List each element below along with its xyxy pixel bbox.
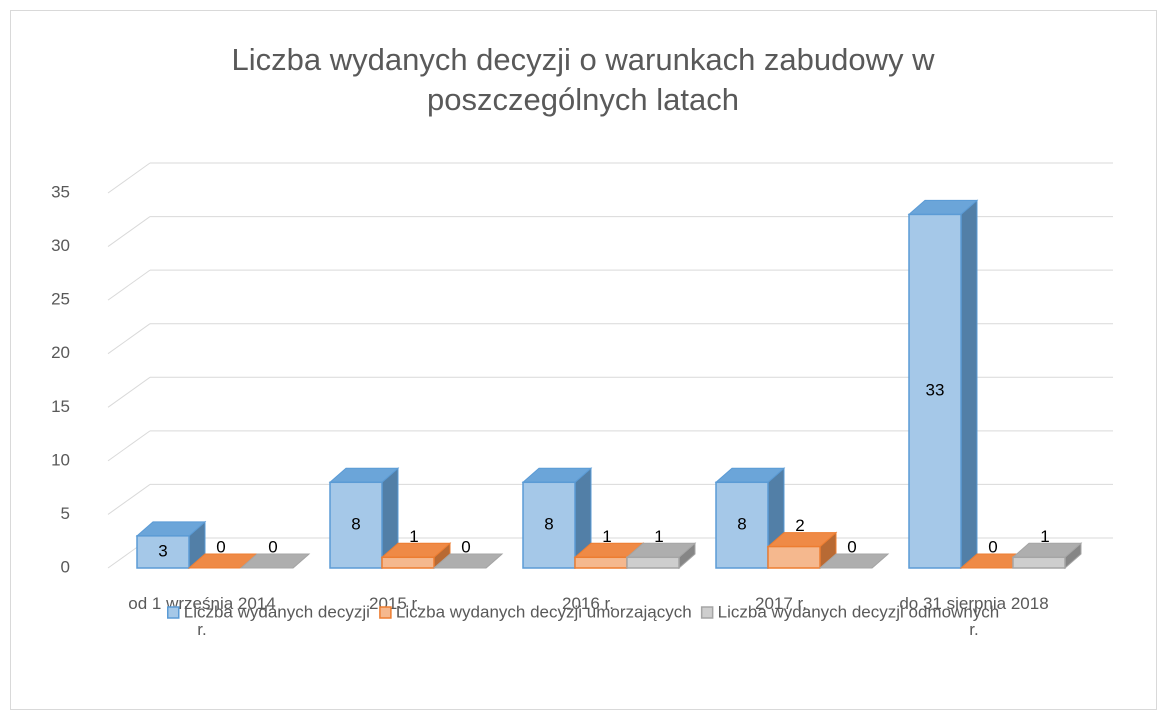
bar <box>521 467 593 570</box>
bar <box>907 199 979 570</box>
grid-line <box>107 323 151 355</box>
value-label: 1 <box>602 527 611 546</box>
bar <box>380 542 452 570</box>
value-label: 33 <box>926 381 945 400</box>
bar <box>432 553 504 569</box>
value-label: 8 <box>351 515 360 534</box>
value-label: 0 <box>988 537 997 556</box>
value-label: 1 <box>1040 527 1049 546</box>
y-tick-label: 20 <box>51 343 70 362</box>
bar-front <box>626 556 680 569</box>
bar-front <box>522 481 576 569</box>
bar-side <box>960 199 978 570</box>
bar <box>818 553 890 569</box>
bar-front <box>329 481 383 569</box>
y-tick-label: 35 <box>51 182 70 201</box>
x-tick-label: 2016 r. <box>562 594 614 613</box>
bar-front <box>381 556 435 569</box>
legend-label: Liczba wydanych decyzji umorzających <box>396 602 692 621</box>
legend-label: Liczba wydanych decyzji <box>184 602 370 621</box>
legend: Liczba wydanych decyzji Liczba wydanych d… <box>167 602 1000 621</box>
bar <box>328 467 400 570</box>
y-tick-label: 15 <box>51 397 70 416</box>
grid-line <box>107 430 151 462</box>
x-tick-label: do 31 sierpnia 2018 r. <box>899 594 1048 639</box>
value-label: 0 <box>461 537 470 556</box>
value-label: 8 <box>544 515 553 534</box>
value-label: 2 <box>795 516 804 535</box>
bar <box>1011 542 1083 570</box>
y-tick-label: 10 <box>51 450 70 469</box>
legend-label: Liczba wydanych decyzji odmownych <box>718 602 1000 621</box>
value-label: 1 <box>654 527 663 546</box>
bar-front <box>1012 556 1066 569</box>
legend-swatch <box>379 606 392 619</box>
bar <box>625 542 697 570</box>
bar <box>766 531 838 570</box>
grid-line <box>107 162 151 194</box>
grid-line <box>107 216 151 247</box>
bar-front <box>908 213 962 569</box>
legend-swatch <box>167 606 180 619</box>
y-tick-label: 5 <box>61 504 70 523</box>
bar-front <box>767 545 821 569</box>
value-label: 0 <box>268 537 277 556</box>
value-label: 3 <box>158 541 167 560</box>
bar <box>135 520 207 570</box>
bar <box>239 553 311 569</box>
x-tick-label: od 1 września 2014 r. <box>128 594 275 639</box>
legend-swatch <box>700 606 714 619</box>
bar <box>714 467 786 570</box>
bar-front <box>715 481 769 569</box>
y-tick-label: 30 <box>51 236 70 255</box>
bar-top <box>818 553 890 569</box>
grid-line <box>107 269 151 301</box>
value-label: 0 <box>216 537 225 556</box>
grid-line <box>107 484 151 515</box>
bar-front <box>136 535 190 569</box>
grid-line <box>107 376 151 408</box>
y-tick-label: 25 <box>51 290 70 309</box>
x-tick-label: 2017 r. <box>755 594 807 613</box>
chart-title: Liczba wydanych decyzji o warunkach zabu… <box>231 42 935 117</box>
bar-front <box>574 556 628 569</box>
value-label: 1 <box>409 527 418 546</box>
y-tick-label: 0 <box>61 557 70 576</box>
value-label: 8 <box>737 515 746 534</box>
bar-top <box>239 553 311 569</box>
value-label: 0 <box>847 537 856 556</box>
bar-top <box>432 553 504 569</box>
